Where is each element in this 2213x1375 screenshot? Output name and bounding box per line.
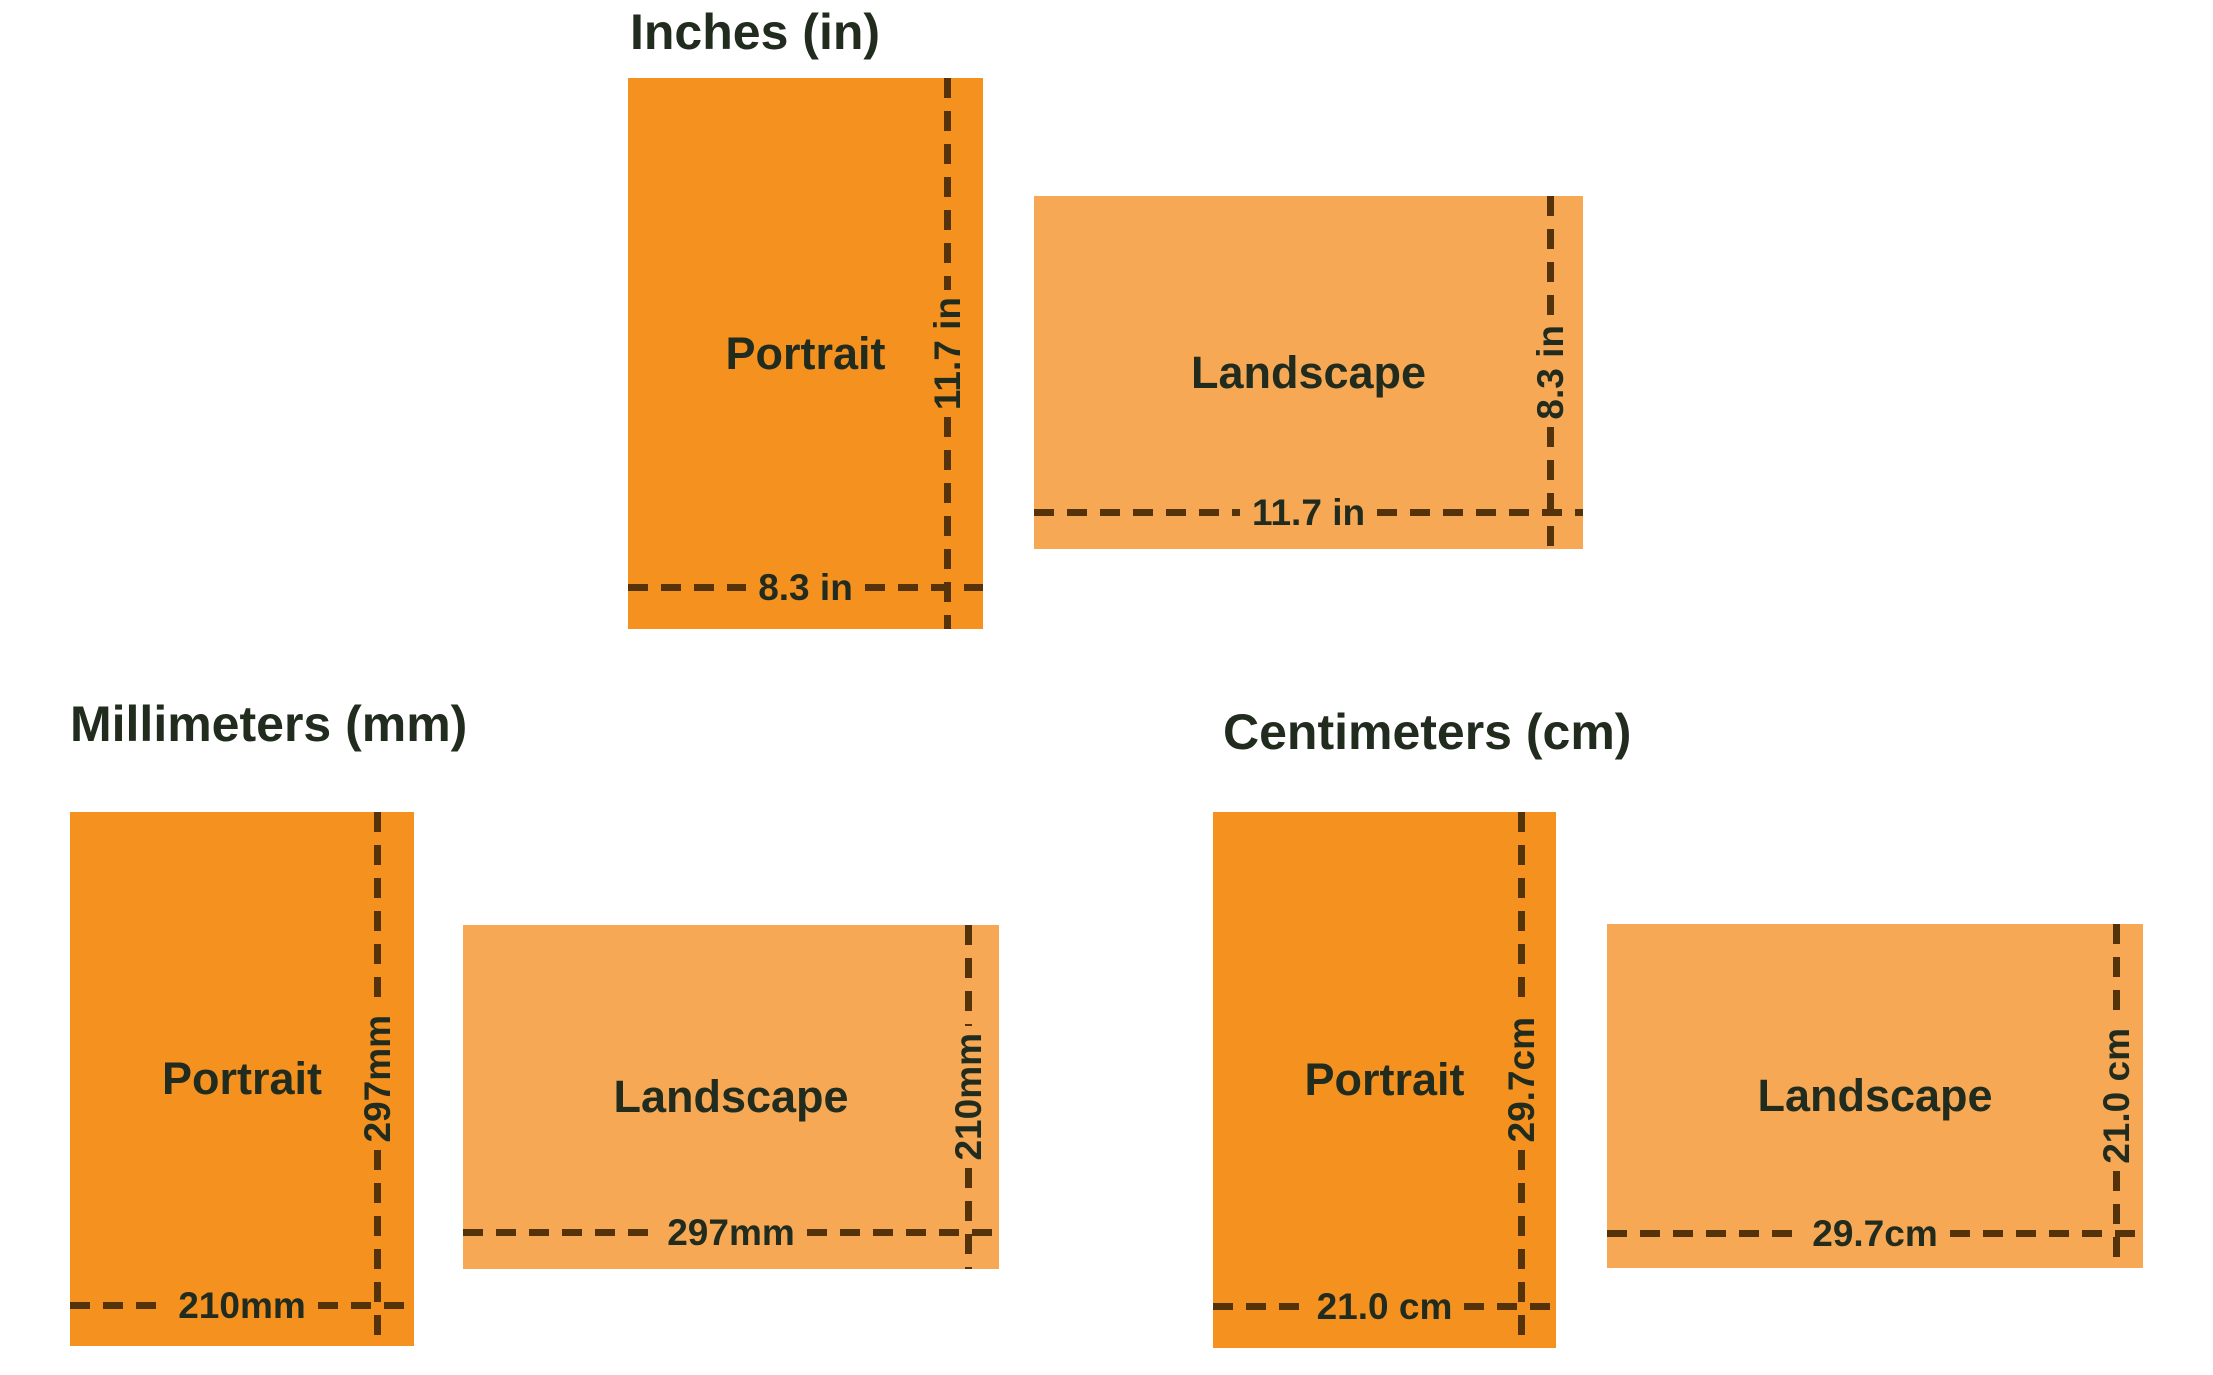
inches-section-title: Inches (in) — [630, 4, 881, 60]
dash-segment — [806, 1229, 999, 1237]
height-dimension-label: 210mm — [948, 1033, 990, 1161]
width-dimension-line: 29.7cm — [1607, 1215, 2143, 1252]
width-dimension-line: 210mm — [70, 1287, 414, 1324]
dash-segment — [463, 1229, 656, 1237]
height-dimension-line: 8.3 in — [1530, 196, 1571, 550]
dash-segment — [1607, 1230, 1801, 1238]
height-dimension-label: 29.7cm — [1501, 1017, 1543, 1143]
height-dimension-line: 210mm — [948, 925, 989, 1269]
inches-portrait-page: Portrait 11.7 in 8.3 in — [628, 78, 984, 630]
width-dimension-label: 11.7 in — [1251, 492, 1366, 534]
dash-segment — [1464, 1303, 1556, 1311]
millimeters-portrait-page: Portrait 297mm 210mm — [70, 812, 414, 1346]
height-dimension-line: 297mm — [357, 812, 398, 1346]
centimeters-portrait-page: Portrait 29.7cm 21.0 cm — [1213, 812, 1556, 1348]
width-dimension-label: 297mm — [667, 1212, 795, 1254]
dash-segment — [1518, 812, 1526, 1011]
dash-segment — [864, 583, 984, 591]
centimeters-landscape-page: Landscape 21.0 cm 29.7cm — [1607, 924, 2143, 1268]
dash-segment — [1546, 196, 1554, 319]
width-dimension-label: 8.3 in — [758, 566, 853, 608]
millimeters-landscape-page: Landscape 210mm 297mm — [463, 925, 999, 1269]
dash-segment — [943, 78, 951, 290]
width-dimension-line: 297mm — [463, 1214, 999, 1251]
dash-segment — [1518, 1149, 1526, 1348]
inches-landscape-page: Landscape 8.3 in 11.7 in — [1034, 196, 1584, 550]
dash-segment — [965, 1167, 973, 1269]
dash-segment — [2112, 1170, 2120, 1268]
width-dimension-line: 21.0 cm — [1213, 1288, 1556, 1325]
dash-segment — [2112, 924, 2120, 1022]
width-dimension-line: 11.7 in — [1034, 494, 1584, 531]
dash-segment — [965, 925, 973, 1027]
dash-segment — [374, 812, 382, 1009]
dash-segment — [1377, 509, 1584, 517]
height-dimension-label: 297mm — [357, 1015, 399, 1143]
dash-segment — [943, 417, 951, 630]
height-dimension-label: 21.0 cm — [2095, 1028, 2137, 1164]
height-dimension-line: 11.7 in — [927, 78, 968, 630]
dash-segment — [1546, 426, 1554, 550]
dash-segment — [70, 1302, 167, 1310]
dash-segment — [1949, 1230, 2143, 1238]
width-dimension-line: 8.3 in — [628, 569, 984, 606]
height-dimension-line: 29.7cm — [1501, 812, 1542, 1348]
dash-segment — [317, 1302, 414, 1310]
width-dimension-label: 21.0 cm — [1316, 1286, 1453, 1328]
centimeters-section-title: Centimeters (cm) — [1223, 704, 1632, 760]
width-dimension-label: 29.7cm — [1812, 1213, 1938, 1255]
dash-segment — [374, 1149, 382, 1346]
dash-segment — [1213, 1303, 1305, 1311]
height-dimension-label: 11.7 in — [926, 296, 968, 411]
dash-segment — [628, 583, 747, 591]
height-dimension-line: 21.0 cm — [2096, 924, 2137, 1268]
width-dimension-label: 210mm — [178, 1285, 306, 1327]
dash-segment — [1034, 509, 1240, 517]
millimeters-section-title: Millimeters (mm) — [70, 696, 468, 752]
height-dimension-label: 8.3 in — [1529, 325, 1571, 420]
